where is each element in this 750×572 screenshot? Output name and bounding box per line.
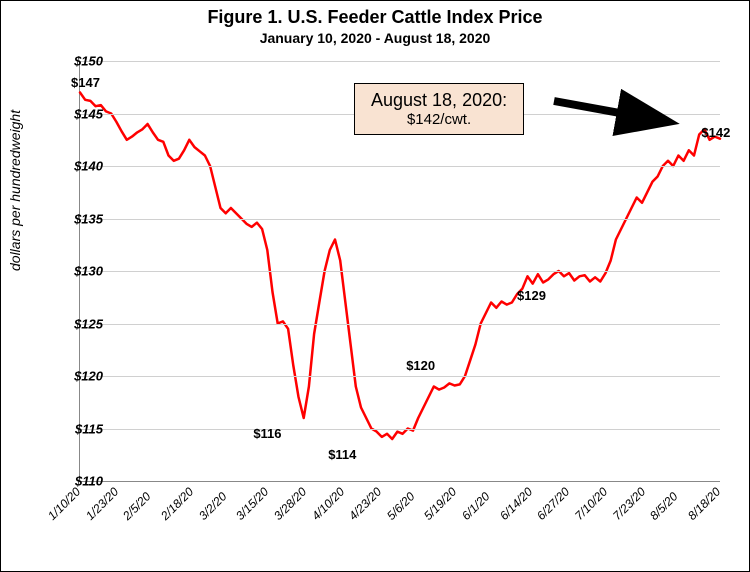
x-tick-label: 6/1/20 [459,489,492,522]
gridline [80,166,720,167]
y-tick-label: $130 [74,264,103,279]
data-point-label: $142 [701,125,730,140]
x-tick-label: 5/19/20 [421,485,459,523]
x-tick-label: 3/15/20 [233,485,271,523]
gridline [80,271,720,272]
x-tick-label: 6/14/20 [497,485,535,523]
x-tick-label: 4/10/20 [309,485,347,523]
callout-box: August 18, 2020: $142/cwt. [354,83,524,135]
arrow-icon [554,93,684,133]
data-point-label: $147 [71,75,100,90]
x-tick-label: 4/23/20 [346,485,384,523]
x-tick-label: 7/23/20 [610,485,648,523]
y-tick-label: $150 [74,54,103,69]
x-tick-label: 1/10/20 [45,485,83,523]
y-tick-label: $140 [74,159,103,174]
y-axis-label: dollars per hundredweight [7,110,23,271]
gridline [80,376,720,377]
y-tick-label: $115 [75,421,103,436]
chart-subtitle: January 10, 2020 - August 18, 2020 [1,30,749,46]
y-tick-label: $145 [74,106,103,121]
x-tick-label: 8/5/20 [647,489,680,522]
callout-subtitle: $142/cwt. [371,111,507,128]
data-point-label: $114 [328,447,356,462]
y-tick-label: $110 [75,474,103,489]
x-tick-label: 2/5/20 [120,489,153,522]
y-tick-label: $125 [74,316,103,331]
y-tick-label: $135 [74,211,103,226]
x-tick-label: 3/28/20 [271,485,309,523]
x-tick-label: 5/6/20 [384,489,417,522]
x-tick-label: 2/18/20 [158,485,196,523]
gridline [80,429,720,430]
gridline [80,324,720,325]
chart-title: Figure 1. U.S. Feeder Cattle Index Price [1,7,749,28]
data-point-label: $120 [406,358,435,373]
gridline [80,219,720,220]
x-tick-label: 8/18/20 [685,485,723,523]
title-block: Figure 1. U.S. Feeder Cattle Index Price… [1,1,749,46]
gridline [80,61,720,62]
data-point-label: $129 [517,288,546,303]
x-tick-label: 3/2/20 [196,489,229,522]
x-tick-label: 1/23/20 [83,485,121,523]
y-tick-label: $120 [74,369,103,384]
data-point-label: $116 [253,426,281,441]
x-tick-label: 6/27/20 [534,485,572,523]
callout-title: August 18, 2020: [371,90,507,111]
chart-container: Figure 1. U.S. Feeder Cattle Index Price… [0,0,750,572]
x-tick-label: 7/10/20 [572,485,610,523]
